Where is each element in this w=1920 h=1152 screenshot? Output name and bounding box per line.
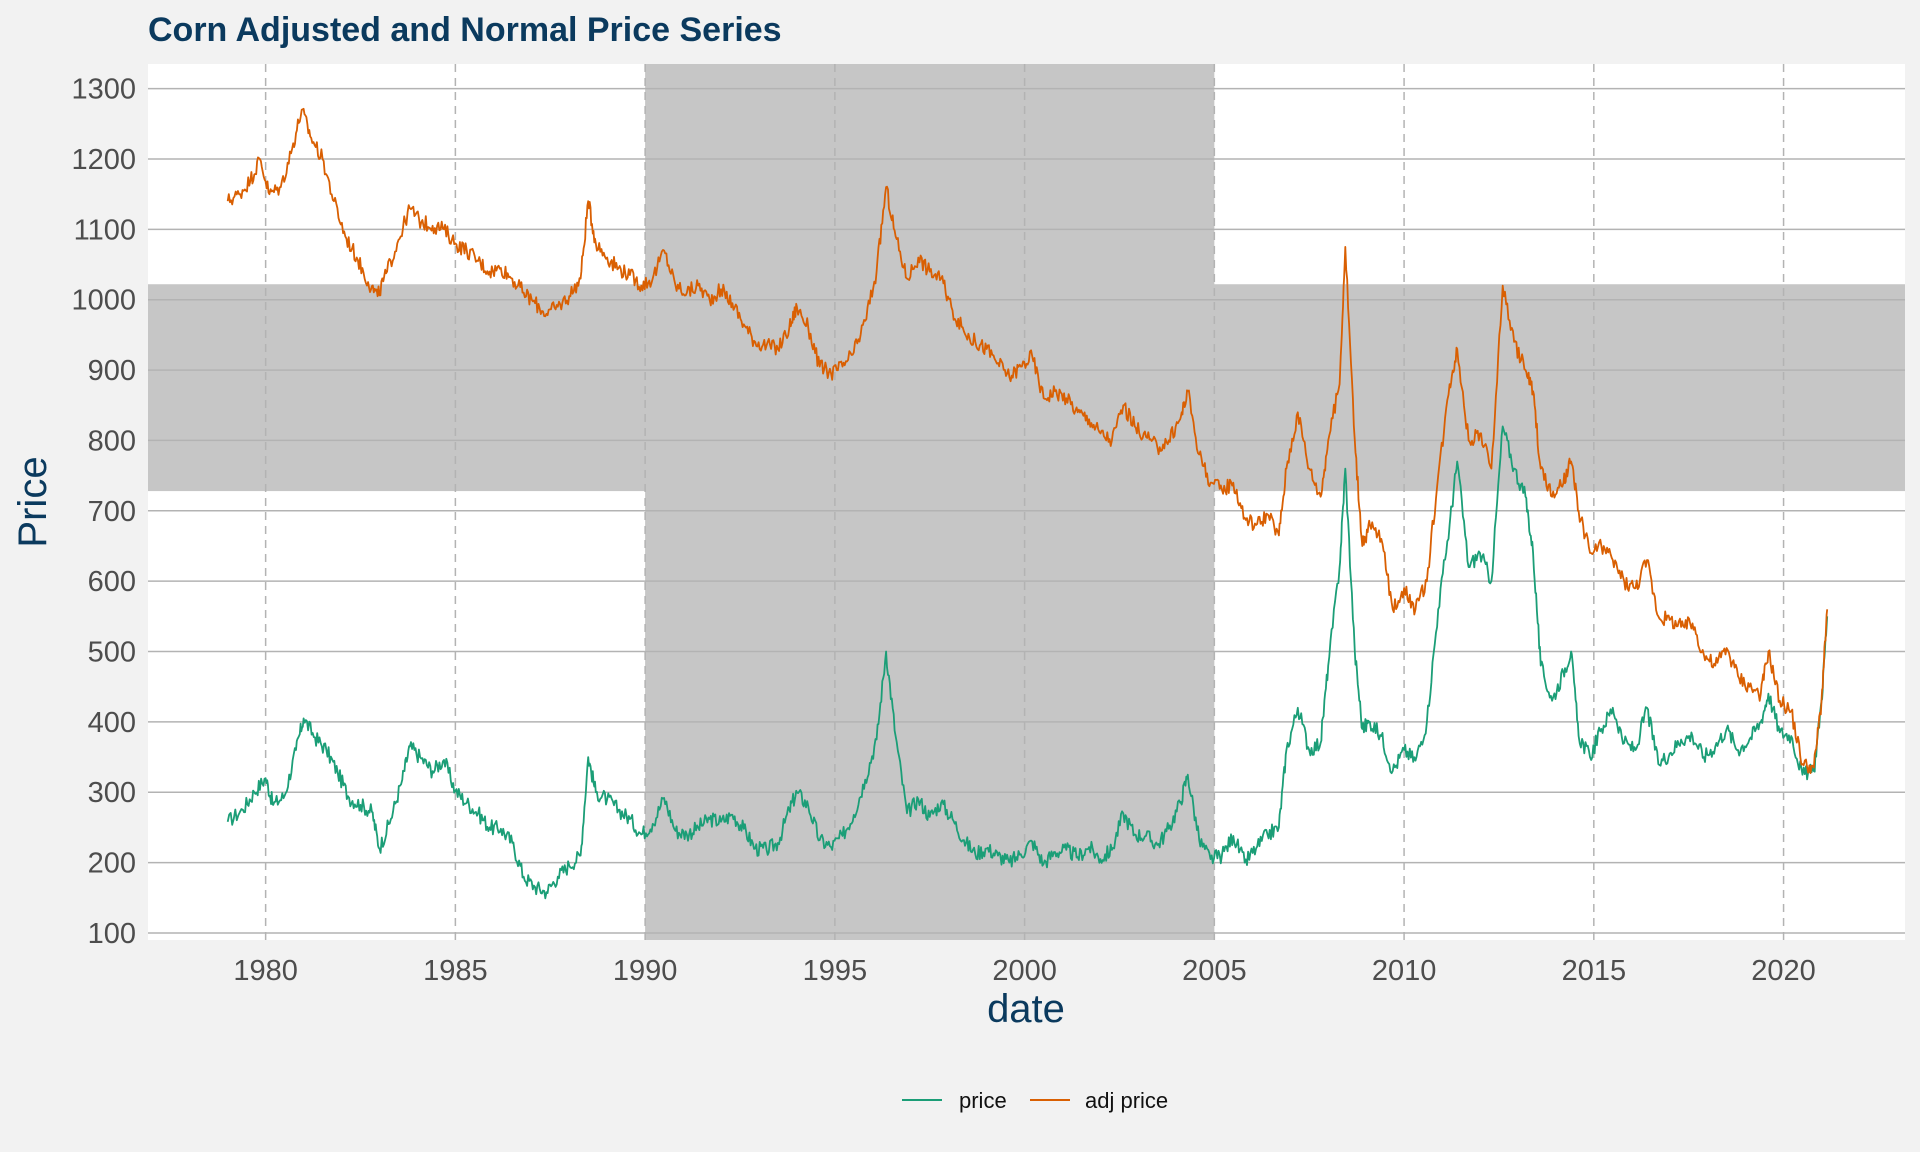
x-axis-title: date [987,987,1065,1031]
legend-label-adj-price: adj price [1085,1088,1168,1113]
y-axis-title: Price [11,456,55,547]
x-tick-label: 1980 [233,955,298,987]
series-line-price [226,425,1829,900]
shaded-region-y-1 [148,284,1905,492]
y-tick-label: 200 [88,848,136,880]
y-tick-label: 1200 [71,144,136,176]
gridlines [148,64,1905,940]
x-tick-label: 2005 [1182,955,1247,987]
legend-label-price: price [959,1088,1007,1113]
x-tick-label: 2015 [1562,955,1627,987]
x-tick-label: 2010 [1372,955,1437,987]
tick-labels: 100 200 300 400 500 600 700 800 900 1000 1100 1200 1… [71,74,1815,987]
x-tick-label: 1995 [803,955,868,987]
legend: price adj price [902,1088,1168,1113]
shaded-region-x-0 [645,64,1215,940]
y-tick-label: 500 [88,637,136,669]
series-lines [226,107,1829,900]
x-tick-label: 1985 [423,955,488,987]
y-tick-label: 900 [88,355,136,387]
y-tick-label: 600 [88,566,136,598]
y-tick-label: 1300 [71,74,136,106]
y-tick-label: 100 [88,918,136,950]
shaded-regions [148,64,1905,940]
y-tick-label: 1000 [71,285,136,317]
x-tick-label: 1990 [613,955,678,987]
y-tick-label: 300 [88,777,136,809]
x-tick-label: 2000 [992,955,1057,987]
y-tick-label: 1100 [74,214,136,246]
y-tick-label: 700 [88,496,136,528]
series-line-adj-price [226,107,1829,774]
chart-title: Corn Adjusted and Normal Price Series [148,11,782,49]
x-tick-label: 2020 [1751,955,1816,987]
y-tick-label: 400 [88,707,136,739]
y-tick-label: 800 [88,425,136,457]
